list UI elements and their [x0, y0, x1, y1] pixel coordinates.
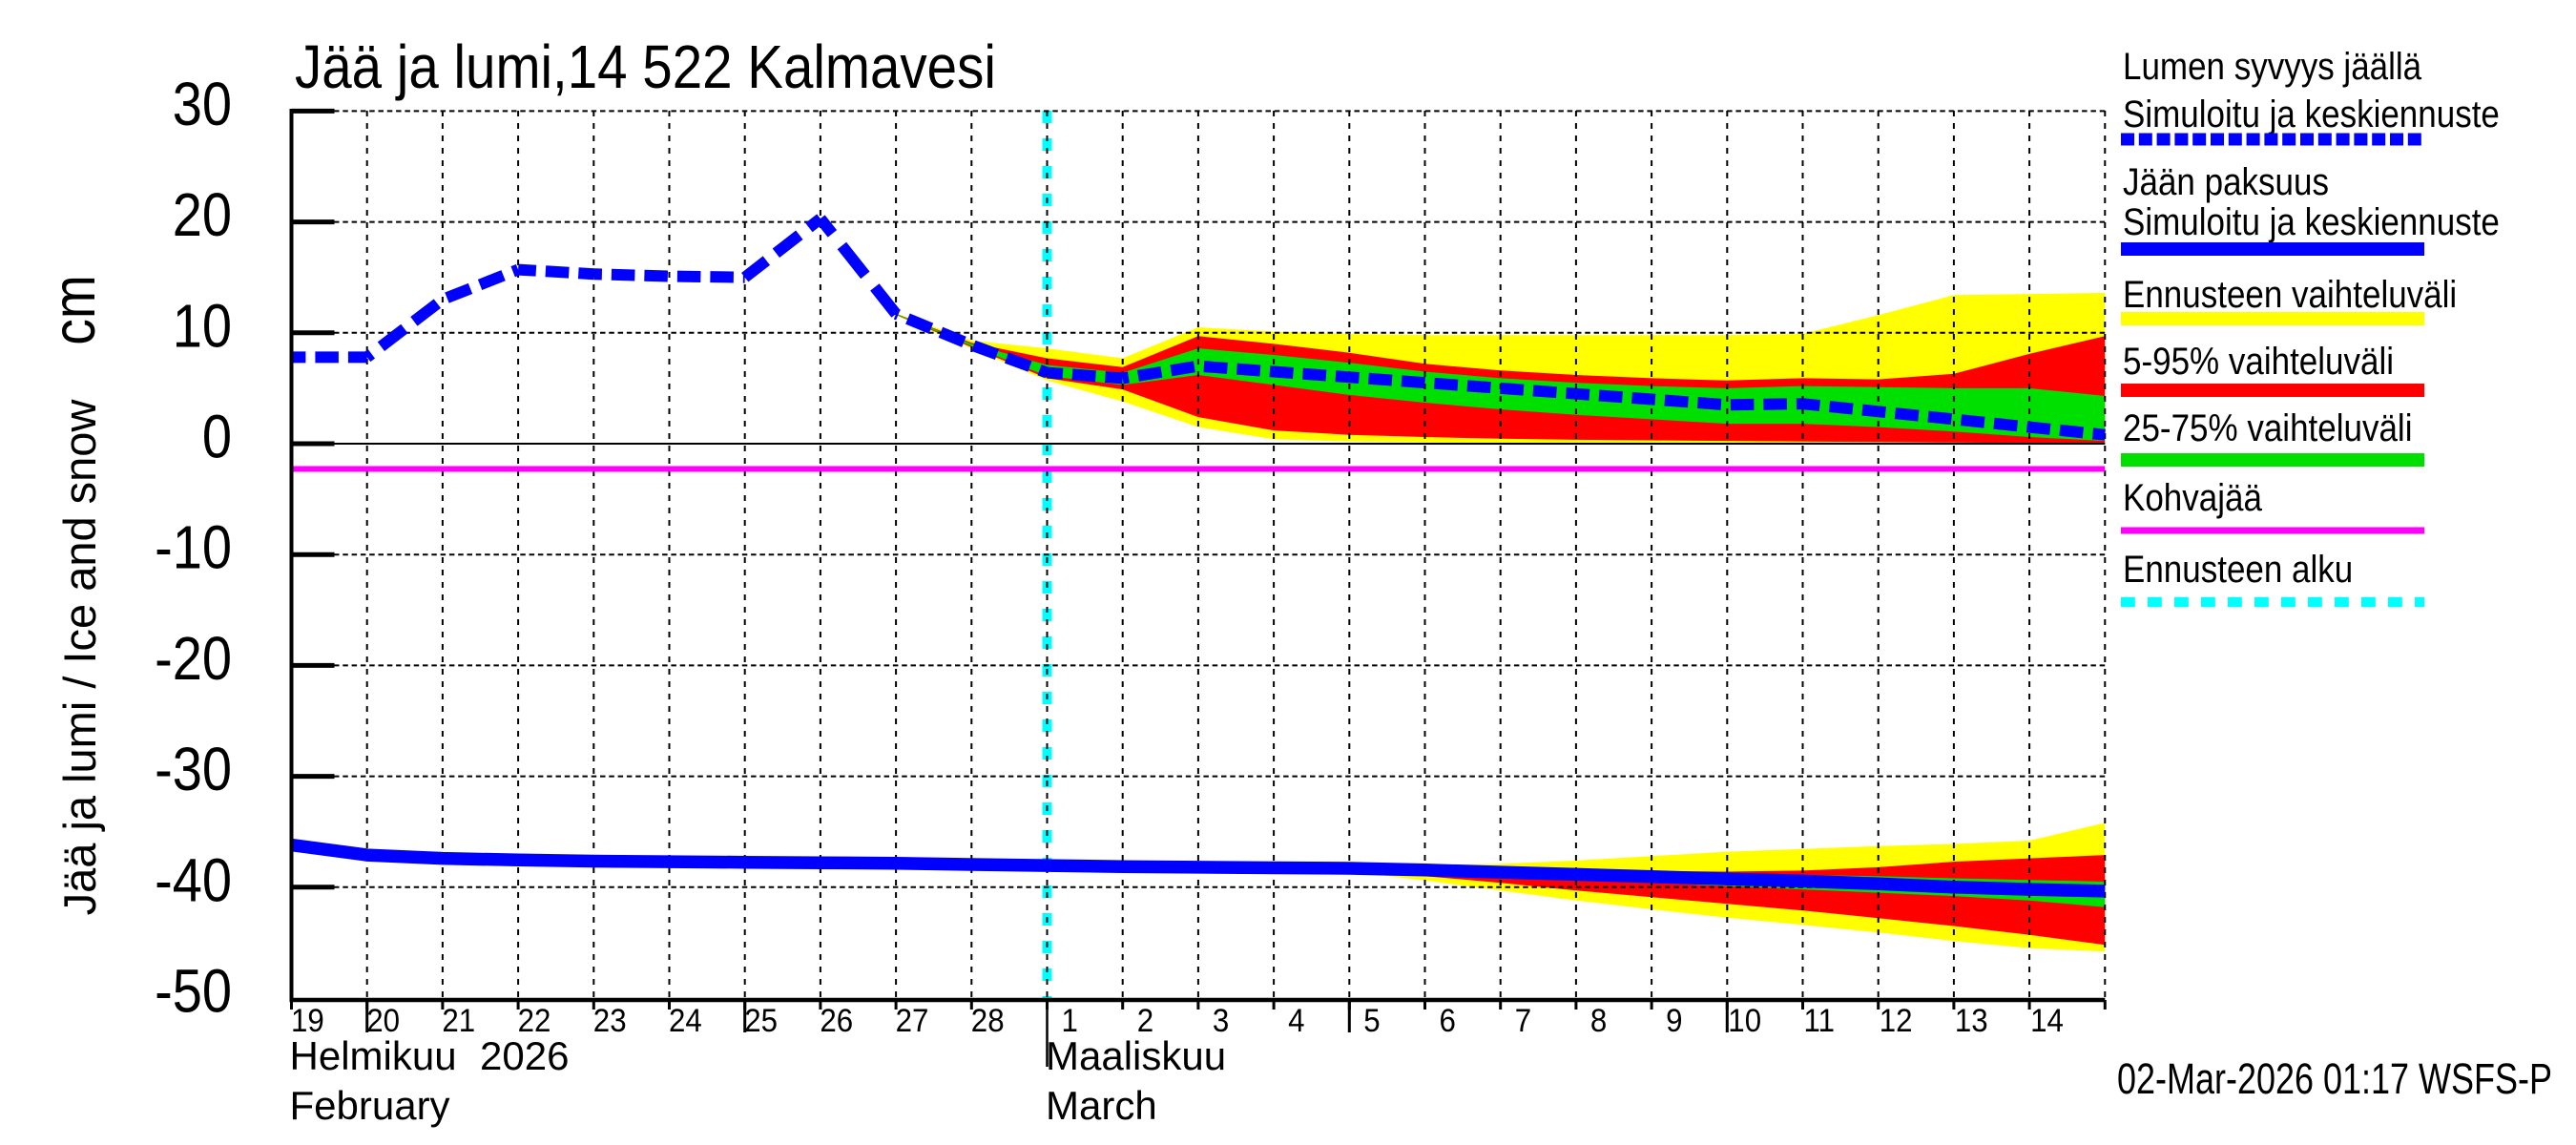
svg-text:Ennusteen vaihteluväli: Ennusteen vaihteluväli — [2123, 273, 2457, 316]
svg-text:Jää ja lumi,14 522 Kalmavesi: Jää ja lumi,14 522 Kalmavesi — [295, 32, 996, 101]
svg-text:8: 8 — [1590, 1002, 1607, 1039]
svg-text:Kohvajää: Kohvajää — [2123, 476, 2262, 519]
svg-text:Simuloitu ja keskiennuste: Simuloitu ja keskiennuste — [2123, 200, 2500, 243]
svg-text:20: 20 — [173, 181, 232, 249]
svg-text:25: 25 — [744, 1002, 778, 1039]
svg-text:-40: -40 — [155, 846, 232, 914]
svg-text:0: 0 — [202, 403, 232, 470]
svg-text:14: 14 — [2030, 1002, 2064, 1039]
svg-text:Helmikuu: Helmikuu — [290, 1033, 457, 1078]
svg-text:March: March — [1046, 1083, 1157, 1128]
svg-text:Ennusteen alku: Ennusteen alku — [2123, 548, 2353, 591]
svg-text:Lumen syvyys jäällä: Lumen syvyys jäällä — [2123, 45, 2421, 88]
svg-text:20: 20 — [366, 1002, 400, 1039]
svg-text:5-95% vaihteluväli: 5-95% vaihteluväli — [2123, 340, 2394, 383]
svg-text:24: 24 — [669, 1002, 702, 1039]
svg-text:Simuloitu ja keskiennuste: Simuloitu ja keskiennuste — [2123, 93, 2500, 135]
svg-text:-10: -10 — [155, 513, 232, 581]
svg-text:-50: -50 — [155, 957, 232, 1025]
svg-text:Maaliskuu: Maaliskuu — [1046, 1033, 1226, 1078]
svg-text:Jää ja lumi / Ice and snow: Jää ja lumi / Ice and snow — [54, 399, 105, 916]
svg-text:-20: -20 — [155, 624, 232, 692]
svg-text:19: 19 — [291, 1002, 324, 1039]
svg-text:12: 12 — [1880, 1002, 1913, 1039]
svg-text:13: 13 — [1955, 1002, 1988, 1039]
svg-text:10: 10 — [1728, 1002, 1761, 1039]
svg-text:2: 2 — [1137, 1002, 1153, 1039]
svg-text:21: 21 — [442, 1002, 475, 1039]
svg-text:30: 30 — [173, 70, 232, 137]
svg-text:02-Mar-2026 01:17 WSFS-P: 02-Mar-2026 01:17 WSFS-P — [2117, 1054, 2552, 1103]
svg-text:22: 22 — [518, 1002, 551, 1039]
svg-text:6: 6 — [1440, 1002, 1456, 1039]
svg-text:1: 1 — [1062, 1002, 1078, 1039]
svg-text:5: 5 — [1363, 1002, 1380, 1039]
svg-text:7: 7 — [1515, 1002, 1531, 1039]
svg-text:25-75% vaihteluväli: 25-75% vaihteluväli — [2123, 406, 2412, 449]
svg-text:27: 27 — [896, 1002, 929, 1039]
svg-text:2026: 2026 — [480, 1033, 569, 1078]
svg-text:10: 10 — [173, 292, 232, 360]
svg-text:cm: cm — [40, 275, 108, 344]
svg-text:26: 26 — [820, 1002, 853, 1039]
svg-text:9: 9 — [1666, 1002, 1682, 1039]
svg-text:-30: -30 — [155, 736, 232, 803]
svg-text:February: February — [290, 1083, 450, 1128]
svg-text:3: 3 — [1213, 1002, 1229, 1039]
svg-text:4: 4 — [1288, 1002, 1304, 1039]
svg-text:11: 11 — [1804, 1002, 1835, 1039]
svg-text:28: 28 — [971, 1002, 1005, 1039]
svg-text:Jään paksuus: Jään paksuus — [2123, 160, 2329, 203]
svg-text:23: 23 — [593, 1002, 627, 1039]
